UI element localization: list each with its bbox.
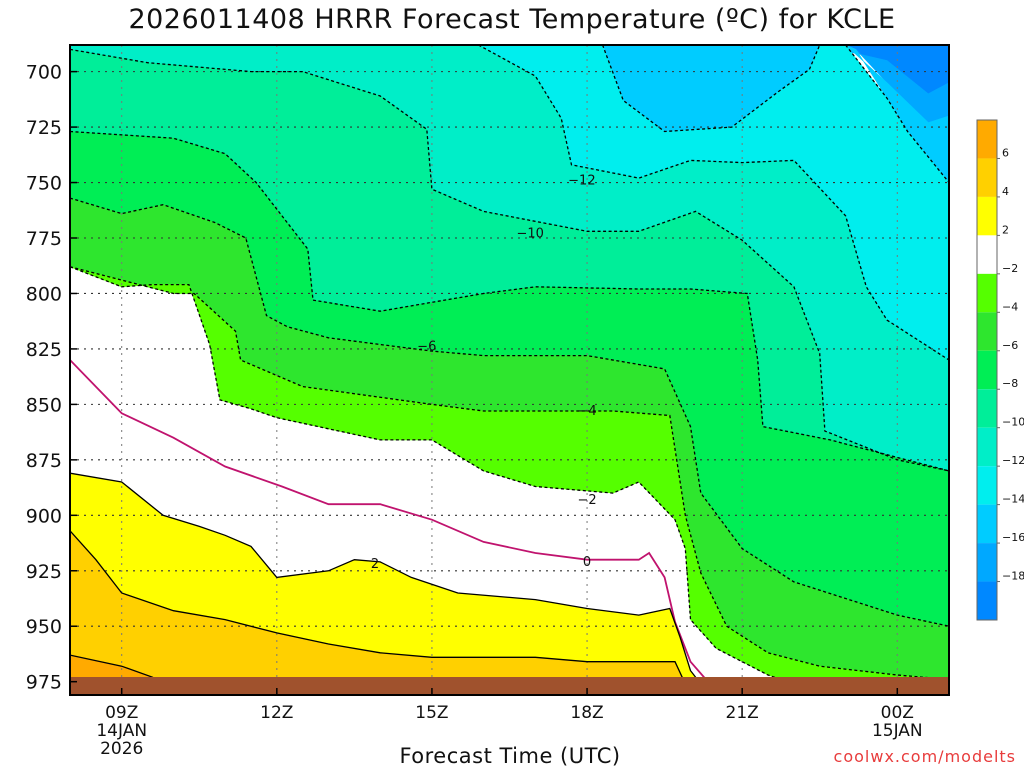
colorbar-label-6: −8 bbox=[1002, 377, 1018, 390]
x-axis-label: Forecast Time (UTC) bbox=[399, 744, 621, 768]
isotherm--12-2 bbox=[478, 45, 949, 361]
colorbar-label-1: 4 bbox=[1002, 185, 1009, 198]
colorbar-swatch-2 bbox=[977, 196, 997, 236]
ground-surface bbox=[70, 677, 949, 694]
colorbar-swatch-0 bbox=[977, 120, 997, 159]
isotherm--4-6 bbox=[70, 266, 949, 681]
y-tick-label-950: 950 bbox=[26, 616, 62, 638]
colorbar-label-11: −18 bbox=[1002, 570, 1024, 583]
y-tick-label-775: 775 bbox=[26, 228, 62, 250]
isotherm--6-5 bbox=[70, 197, 949, 627]
y-tick-label-725: 725 bbox=[26, 117, 62, 139]
colorbar-label-8: −12 bbox=[1002, 454, 1024, 467]
contour-label-1: −10 bbox=[516, 227, 543, 242]
colorbar-swatch-7 bbox=[977, 389, 997, 428]
colorbar-swatch-8 bbox=[977, 427, 997, 467]
y-tick-label-975: 975 bbox=[26, 672, 62, 694]
x-tick-label-15-0: 15Z bbox=[415, 703, 448, 723]
colorbar-label-10: −16 bbox=[1002, 531, 1024, 544]
colorbar-swatch-12 bbox=[977, 581, 997, 620]
colorbar-swatch-5 bbox=[977, 312, 997, 351]
y-tick-label-875: 875 bbox=[26, 450, 62, 472]
colorbar-swatch-6 bbox=[977, 350, 997, 390]
colorbar-label-7: −10 bbox=[1002, 416, 1024, 429]
contour-label-2: −6 bbox=[417, 340, 436, 355]
plot-frame bbox=[69, 44, 950, 696]
x-tick-label-9-1: 14JAN bbox=[96, 721, 147, 741]
x-tick-label-12-0: 12Z bbox=[260, 703, 293, 723]
x-tick-label-9-0: 09Z bbox=[105, 703, 138, 723]
x-tick-label-24-1: 15JAN bbox=[872, 721, 923, 741]
isotherm--14-1 bbox=[845, 45, 949, 183]
y-tick-label-900: 900 bbox=[26, 505, 62, 527]
isotherm--8-4 bbox=[70, 130, 949, 472]
colorbar-swatch-10 bbox=[977, 504, 997, 544]
colorbar-swatch-1 bbox=[977, 158, 997, 197]
y-tick-label-800: 800 bbox=[26, 283, 62, 305]
colorbar-label-0: 6 bbox=[1002, 146, 1009, 159]
y-tick-label-825: 825 bbox=[26, 339, 62, 361]
contour-label-6: 2 bbox=[371, 557, 379, 572]
colorbar-swatch-9 bbox=[977, 466, 997, 505]
colorbar-swatch-3 bbox=[977, 235, 997, 274]
isotherm--14-0 bbox=[601, 45, 821, 133]
colorbar-frame bbox=[976, 119, 998, 621]
colorbar-label-3: −2 bbox=[1002, 262, 1018, 275]
colorbar: 6 4 2 −2 −4 −6 −8 −10 −12 −14 −16 −18 bbox=[976, 119, 1024, 621]
contour-label-layer: −12 −10 −6 −4 −2 0 2 bbox=[371, 173, 597, 572]
isotherm--2-7 bbox=[70, 266, 949, 692]
contour-label-5: 0 bbox=[583, 555, 591, 570]
y-tick-label-700: 700 bbox=[26, 62, 62, 84]
colorbar-label-9: −14 bbox=[1002, 493, 1024, 506]
x-tick-label-24-0: 00Z bbox=[881, 703, 914, 723]
temperature-band-3 bbox=[845, 45, 949, 183]
contour-label-0: −12 bbox=[568, 173, 595, 188]
colorbar-swatch-11 bbox=[977, 543, 997, 582]
colorbar-label-2: 2 bbox=[1002, 223, 1009, 236]
contour-label-4: −2 bbox=[577, 493, 596, 508]
x-tick-label-9-2: 2026 bbox=[100, 739, 143, 759]
y-tick-label-925: 925 bbox=[26, 561, 62, 583]
contour-label-3: −4 bbox=[577, 404, 596, 419]
y-tick-label-850: 850 bbox=[26, 394, 62, 416]
y-tick-label-750: 750 bbox=[26, 173, 62, 195]
colorbar-label-4: −4 bbox=[1002, 300, 1018, 313]
x-tick-label-21-0: 21Z bbox=[726, 703, 759, 723]
colorbar-label-5: −6 bbox=[1002, 339, 1018, 352]
chart-title: 2026011408 HRRR Forecast Temperature (ºC… bbox=[128, 4, 896, 35]
isotherm--10-3 bbox=[70, 48, 949, 472]
colorbar-swatch-4 bbox=[977, 273, 997, 313]
y-axis: 700 725 750 775 800 825 850 875 900 925 950 975 bbox=[26, 62, 77, 694]
temperature-fill-layer bbox=[70, 45, 949, 695]
isotherm-2-9 bbox=[70, 472, 717, 694]
site-credit: coolwx.com/modelts bbox=[833, 747, 1016, 766]
x-tick-label-18-0: 18Z bbox=[570, 703, 603, 723]
temperature-band-1 bbox=[783, 45, 949, 123]
isotherm-4-10 bbox=[70, 530, 692, 694]
